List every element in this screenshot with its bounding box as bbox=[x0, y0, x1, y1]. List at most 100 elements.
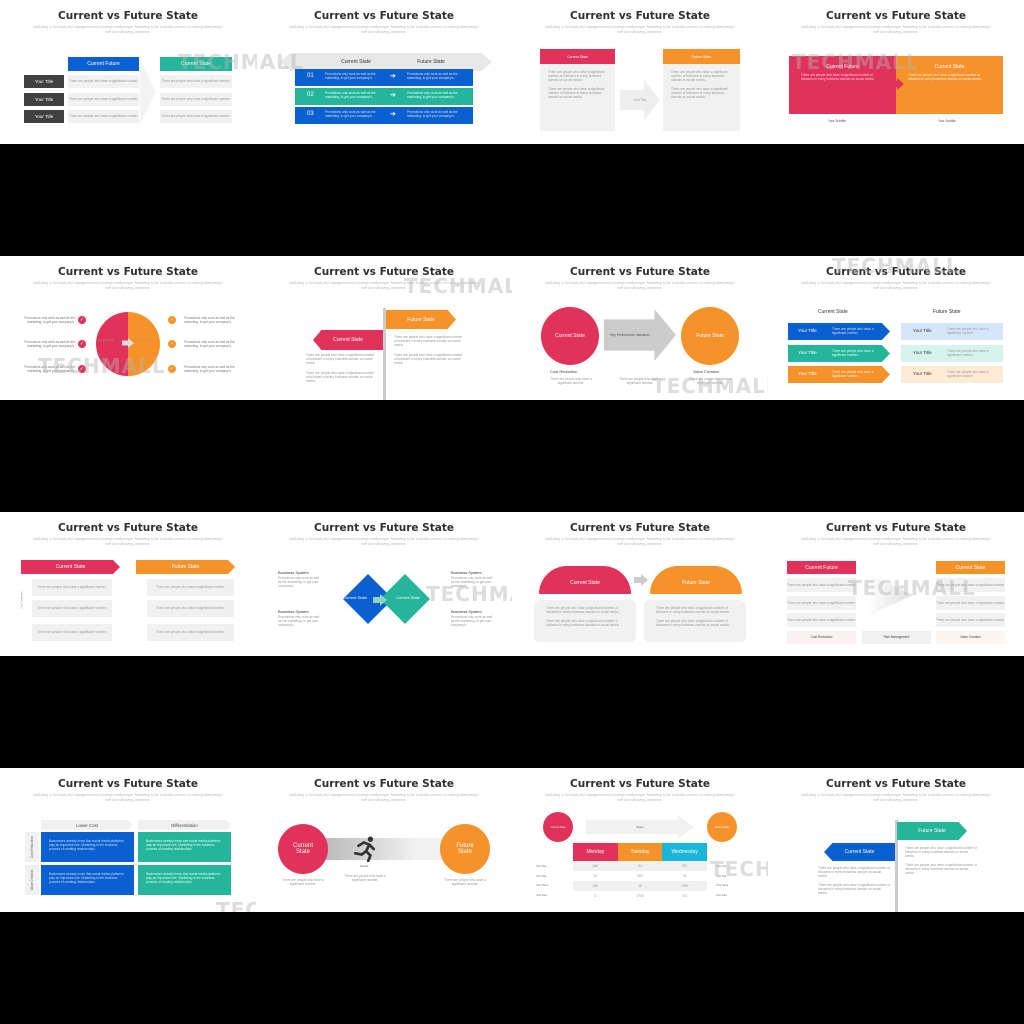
row-label: Value Creation bbox=[29, 869, 34, 891]
cell: There are people who have a significant … bbox=[936, 596, 1005, 610]
watermark: TECHMALL bbox=[792, 50, 920, 74]
slide-subtitle: Marketing is the study and management of… bbox=[33, 537, 223, 546]
current-sign: Current State bbox=[313, 330, 383, 350]
slide-title: Current vs Future State bbox=[570, 266, 710, 278]
row-title: Your Title bbox=[798, 328, 817, 333]
future-dome: Future State bbox=[650, 566, 742, 594]
row-text: Promotions only work as well as the mark… bbox=[407, 91, 458, 100]
slide-12[interactable]: Current vs Future State Marketing is the… bbox=[768, 512, 1024, 656]
cell: 34 bbox=[638, 863, 642, 868]
right-list: Your One Your Two Your Three Your Four bbox=[716, 862, 728, 901]
slide-10[interactable]: Current vs Future State Marketing is the… bbox=[256, 512, 512, 656]
system-label: Business System bbox=[278, 609, 309, 614]
promo-text: Promotions only work as well as the mark… bbox=[24, 340, 75, 349]
table-row: 456 34 570 bbox=[573, 861, 707, 871]
slide-subtitle: Marketing is the study and management of… bbox=[545, 793, 735, 802]
table-header: Monday Tuesday Wednesday bbox=[573, 843, 708, 861]
row-label-box: Cost Reduction bbox=[25, 832, 39, 862]
slide-title: Current vs Future State bbox=[314, 778, 454, 790]
slide-8[interactable]: Current vs Future State Marketing is the… bbox=[768, 256, 1024, 400]
row-title: Your Title bbox=[798, 350, 817, 355]
list-item: Your Three bbox=[536, 884, 549, 888]
left-list: Your One Your Two Your Three Your Four bbox=[536, 862, 548, 901]
footer-label: Risk Management bbox=[862, 631, 931, 644]
cell: There are people who have a significant … bbox=[160, 75, 232, 88]
text: There are people who have a significant … bbox=[689, 377, 731, 386]
list-item: Your Four bbox=[716, 894, 727, 898]
row-text: There are people who have a significant … bbox=[832, 370, 874, 379]
bullet: There are people who have a significant … bbox=[818, 883, 890, 896]
slide-subtitle: Marketing is the study and management of… bbox=[289, 25, 479, 34]
check-icon: ✓ bbox=[168, 316, 176, 324]
slide-title: Current vs Future State bbox=[314, 266, 454, 278]
slide-5[interactable]: Current vs Future State Marketing is the… bbox=[0, 256, 256, 400]
watermark: TECHMALL bbox=[38, 354, 166, 378]
header-monday: Monday bbox=[573, 843, 618, 861]
slide-title: Current vs Future State bbox=[570, 778, 710, 790]
slide-title: Current vs Future State bbox=[570, 522, 710, 534]
promo-text: Promotions only work as well as the mark… bbox=[24, 365, 75, 374]
slide-1[interactable]: Current vs Future State Marketing is the… bbox=[0, 0, 256, 144]
label: Cost Reduction bbox=[550, 369, 578, 374]
watermark: TECHMALL bbox=[404, 274, 512, 298]
bullet: There are people who have a significant … bbox=[656, 606, 730, 615]
current-sign: Current State bbox=[824, 843, 895, 861]
watermark: TECHMALL bbox=[178, 50, 256, 74]
future-box: Current State There are people who have a… bbox=[896, 56, 1003, 114]
slide-16[interactable]: Current vs Future State Marketing is the… bbox=[768, 768, 1024, 912]
slide-subtitle: Marketing is the study and management of… bbox=[545, 281, 735, 290]
check-icon: ✓ bbox=[78, 365, 86, 373]
slide-4[interactable]: Current vs Future State Marketing is the… bbox=[768, 0, 1024, 144]
row-2: 02 Promotions only work as well as the ma… bbox=[295, 88, 473, 105]
current-box: Current Future There are people who have … bbox=[789, 56, 896, 114]
runner-label: Current bbox=[360, 865, 369, 868]
cell: There are people who have a significant … bbox=[147, 624, 234, 641]
slide-6[interactable]: Current vs Future State Marketing is the… bbox=[256, 256, 512, 400]
cell: There are people who have a significant … bbox=[787, 596, 856, 610]
cell: There are people who have a significant … bbox=[68, 75, 139, 88]
arrow-icon bbox=[373, 594, 387, 606]
slide-7[interactable]: Current vs Future State Marketing is the… bbox=[512, 256, 768, 400]
footer-label: Value Creation bbox=[936, 631, 1005, 644]
slide-subtitle: Marketing is the study and management of… bbox=[289, 537, 479, 546]
slide-13[interactable]: Current vs Future State Marketing is the… bbox=[0, 768, 256, 912]
slide-2[interactable]: Current vs Future State Marketing is the… bbox=[256, 0, 512, 144]
matrix-cell: Businesses already know that social medi… bbox=[138, 865, 231, 895]
cell: 1950 bbox=[681, 883, 689, 888]
kpi-arrow: Key Performance Indicators bbox=[604, 309, 676, 361]
slide-3[interactable]: Current vs Future State Marketing is the… bbox=[512, 0, 768, 144]
row-text: There are people who have a significant … bbox=[832, 349, 874, 358]
subtitle-label: Your Subtitle bbox=[828, 119, 846, 123]
bullet: There are people who have a significant … bbox=[548, 70, 605, 83]
slide-title: Current vs Future State bbox=[826, 778, 966, 790]
heading-future: Future State bbox=[933, 309, 961, 315]
watermark: TECHMALL bbox=[256, 50, 304, 74]
table-row: 4 2740 470 bbox=[573, 891, 707, 901]
bullet: There are people who have a significant … bbox=[656, 618, 730, 627]
row-number: 02 bbox=[307, 92, 314, 98]
row-text: Promotions only work as well as the mark… bbox=[407, 72, 458, 81]
slide-title: Current vs Future State bbox=[58, 522, 198, 534]
bullet: There are people who have a significant … bbox=[546, 606, 620, 615]
box-text: There are people who have a significant … bbox=[801, 73, 875, 82]
arrow-right-icon: ➔ bbox=[390, 92, 396, 99]
slide-9[interactable]: Current vs Future State Marketing is the… bbox=[0, 512, 256, 656]
slide-subtitle: Marketing is the study and management of… bbox=[33, 25, 223, 34]
header-current: Current Future bbox=[787, 561, 856, 574]
slide-11[interactable]: Current vs Future State Marketing is the… bbox=[512, 512, 768, 656]
arrow-right-icon: ➔ bbox=[390, 73, 396, 80]
slide-title: Current vs Future State bbox=[826, 10, 966, 22]
bullet: There are people who have a significant … bbox=[394, 353, 463, 366]
row-title: Your Title bbox=[913, 371, 932, 376]
arrow-row: Your Title There are people who have a si… bbox=[788, 345, 890, 362]
cell: 1X bbox=[593, 873, 598, 878]
slide-subtitle: Marketing is the study and management of… bbox=[33, 281, 223, 290]
current-circle: Current State bbox=[541, 307, 599, 365]
watermark: TECHMALL bbox=[216, 898, 256, 912]
slide-15[interactable]: Current vs Future State Marketing is the… bbox=[512, 768, 768, 912]
text: There are people who have a significant … bbox=[282, 878, 324, 887]
row-text: There are people who have a significant … bbox=[947, 327, 989, 336]
system-label: Business System bbox=[451, 570, 482, 575]
slide-14[interactable]: Current vs Future State Marketing is the… bbox=[256, 768, 512, 912]
row-label: Cost Reduction bbox=[29, 836, 34, 859]
